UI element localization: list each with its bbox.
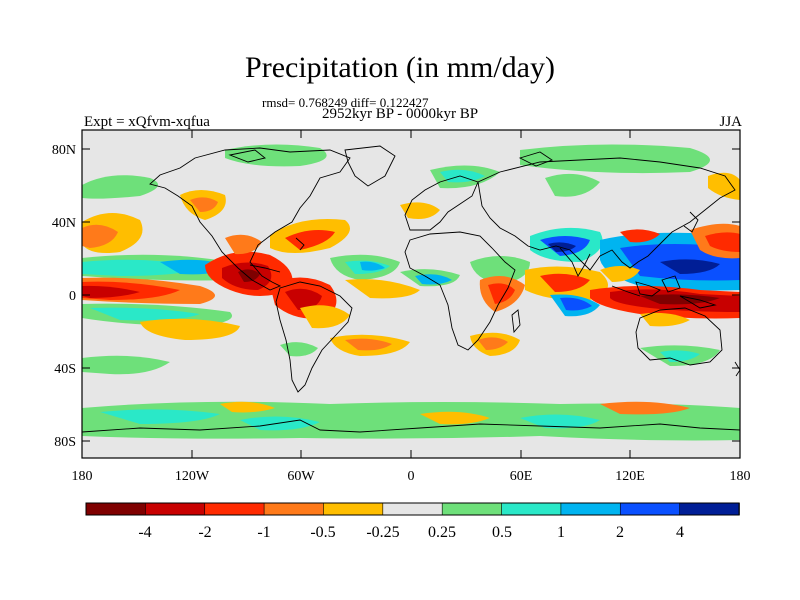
colorbar-swatch: [85, 502, 147, 516]
anomaly-field: [82, 144, 740, 441]
colorbar-label: 0.25: [428, 524, 456, 541]
colorbar-frame: [85, 502, 740, 516]
lon-tick-label: 0: [408, 469, 415, 484]
colorbar-label: 0.5: [492, 524, 512, 541]
season-label: JJA: [719, 114, 742, 130]
lat-tick-label: 80N: [52, 143, 76, 158]
colorbar-swatch: [263, 502, 325, 516]
lon-tick-label: 180: [72, 469, 93, 484]
colorbar-label: 2: [616, 524, 624, 541]
lon-tick-label: 60W: [287, 469, 315, 484]
colorbar: -4 -2 -1 -0.5 -0.25 0.25 0.5 1 2 4: [85, 502, 740, 541]
lon-tick-label: 120W: [175, 469, 210, 484]
colorbar-swatch: [382, 502, 443, 516]
lat-tick-label: 80S: [54, 435, 76, 450]
coastlines: [82, 145, 740, 433]
lon-tick-label: 120E: [615, 469, 645, 484]
lon-tick-label: 180: [730, 469, 751, 484]
map-title: Precipitation (in mm/day): [245, 51, 555, 84]
colorbar-swatch: [501, 502, 562, 516]
colorbar-swatch: [560, 502, 622, 516]
lat-tick-label: 0: [69, 289, 76, 304]
colorbar-label: -4: [138, 524, 151, 541]
experiment-label: Expt = xQfvm-xqfua: [84, 114, 210, 130]
colorbar-label: -2: [198, 524, 211, 541]
colorbar-label: 1: [557, 524, 565, 541]
colorbar-label: -1: [257, 524, 270, 541]
colorbar-swatch: [323, 502, 384, 516]
colorbar-swatch: [679, 502, 740, 516]
colorbar-swatch: [619, 502, 681, 516]
lat-tick-label: 40N: [52, 216, 76, 231]
statistics-label: rmsd= 0.768249 diff= 0.122427: [262, 95, 429, 110]
colorbar-label: 4: [676, 524, 684, 541]
axis-ticks: [81, 130, 741, 458]
colorbar-swatch: [204, 502, 265, 516]
colorbar-swatch: [441, 502, 503, 516]
period-label: 2952kyr BP - 0000kyr BP: [322, 106, 479, 122]
colorbar-label: -0.25: [366, 524, 399, 541]
lat-tick-label: 40S: [54, 362, 76, 377]
lon-tick-label: 60E: [510, 469, 533, 484]
colorbar-label: -0.5: [310, 524, 335, 541]
colorbar-swatch: [145, 502, 206, 516]
